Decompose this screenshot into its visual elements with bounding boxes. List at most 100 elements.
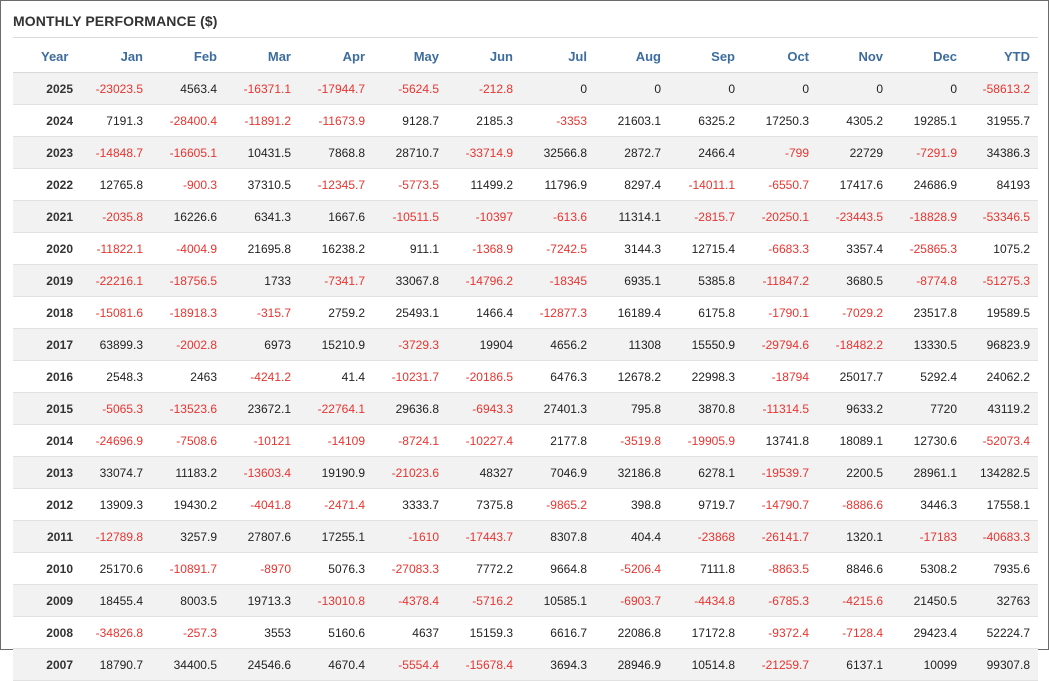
value-cell-jul: -9865.2 xyxy=(521,488,595,521)
value-cell-sep: 12715.4 xyxy=(669,232,743,265)
value-cell-oct: -26141.7 xyxy=(743,520,817,553)
table-row: 2009 18455.4 8003.5 19713.3 -13010.8 -4378.4-… xyxy=(13,584,1038,617)
column-header-mar: Mar xyxy=(225,41,299,73)
year-cell: 2017 xyxy=(13,328,77,361)
value-cell-jul: 6616.7 xyxy=(521,616,595,649)
value-cell-jul: 6476.3 xyxy=(521,360,595,393)
value-cell-ytd: -53346.5 xyxy=(965,200,1038,233)
value-cell-aug: -5206.4 xyxy=(595,552,669,585)
table-row: 2016 2548.3 2463 -4241.2 41.4 -10231.7 -20186.… xyxy=(13,360,1038,393)
value-cell-mar: -11891.2 xyxy=(225,104,299,137)
value-cell-dec: 0 xyxy=(891,72,965,105)
value-cell-may: -21023.6 xyxy=(373,456,447,489)
value-cell-may: 33067.8 xyxy=(373,264,447,297)
value-cell-ytd: -52073.4 xyxy=(965,424,1038,457)
value-cell-apr: -22764.1 xyxy=(299,392,373,425)
value-cell-oct: -1790.1 xyxy=(743,296,817,329)
value-cell-jun: -15678.4 xyxy=(447,648,521,681)
value-cell-ytd: -40683.3 xyxy=(965,520,1038,553)
value-cell-jul: -18345 xyxy=(521,264,595,297)
value-cell-feb: -10891.7 xyxy=(151,552,225,585)
value-cell-may: 29636.8 xyxy=(373,392,447,425)
value-cell-jan: -15081.6 xyxy=(77,296,151,329)
value-cell-feb: 19430.2 xyxy=(151,488,225,521)
value-cell-jan: 13909.3 xyxy=(77,488,151,521)
year-cell: 2019 xyxy=(13,264,77,297)
value-cell-ytd: 32763 xyxy=(965,584,1038,617)
year-cell: 2020 xyxy=(13,232,77,265)
value-cell-jun: 7375.8 xyxy=(447,488,521,521)
column-header-ytd: YTD xyxy=(965,41,1038,73)
value-cell-jun: 2185.3 xyxy=(447,104,521,137)
value-cell-oct: -19539.7 xyxy=(743,456,817,489)
value-cell-jun: -10397 xyxy=(447,200,521,233)
value-cell-dec: 3446.3 xyxy=(891,488,965,521)
table-row: 2013 33074.7 11183.2 -13603.4 19190.9 -21023.… xyxy=(13,456,1038,489)
value-cell-jan: 33074.7 xyxy=(77,456,151,489)
value-cell-oct: -21259.7 xyxy=(743,648,817,681)
value-cell-mar: -10121 xyxy=(225,424,299,457)
value-cell-may: -8724.1 xyxy=(373,424,447,457)
value-cell-jan: -34826.8 xyxy=(77,616,151,649)
value-cell-nov: 6137.1 xyxy=(817,648,891,681)
value-cell-jan: 18455.4 xyxy=(77,584,151,617)
value-cell-ytd: 99307.8 xyxy=(965,648,1038,681)
value-cell-oct: 0 xyxy=(743,72,817,105)
value-cell-may: -5773.5 xyxy=(373,168,447,201)
table-row: 2025 -23023.5 4563.4 -16371.1 -17944.7 -5624.… xyxy=(13,72,1038,105)
value-cell-jan: -22216.1 xyxy=(77,264,151,297)
value-cell-sep: 17172.8 xyxy=(669,616,743,649)
table-row: 2019 -22216.1 -18756.5 1733 -7341.7 33067.8 -1… xyxy=(13,264,1038,297)
value-cell-nov: 0 xyxy=(817,72,891,105)
value-cell-apr: 1667.6 xyxy=(299,200,373,233)
year-cell: 2009 xyxy=(13,584,77,617)
value-cell-dec: -25865.3 xyxy=(891,232,965,265)
value-cell-jul: 3694.3 xyxy=(521,648,595,681)
value-cell-dec: 24686.9 xyxy=(891,168,965,201)
column-header-sep: Sep xyxy=(669,41,743,73)
value-cell-mar: 19713.3 xyxy=(225,584,299,617)
value-cell-sep: 9719.7 xyxy=(669,488,743,521)
value-cell-jul: -3353 xyxy=(521,104,595,137)
value-cell-oct: 17250.3 xyxy=(743,104,817,137)
value-cell-dec: 28961.1 xyxy=(891,456,965,489)
value-cell-nov: -7128.4 xyxy=(817,616,891,649)
value-cell-sep: 7111.8 xyxy=(669,552,743,585)
value-cell-ytd: 52224.7 xyxy=(965,616,1038,649)
value-cell-sep: 3870.8 xyxy=(669,392,743,425)
column-header-jul: Jul xyxy=(521,41,595,73)
value-cell-jun: 48327 xyxy=(447,456,521,489)
table-row: 2007 18790.7 34400.5 24546.6 4670.4 -5554.4 -1… xyxy=(13,648,1038,681)
value-cell-ytd: 96823.9 xyxy=(965,328,1038,361)
value-cell-sep: 10514.8 xyxy=(669,648,743,681)
table-row: 2014 -24696.9 -7508.6 -10121 -14109 -8724.1 -1… xyxy=(13,424,1038,457)
value-cell-nov: 2200.5 xyxy=(817,456,891,489)
value-cell-oct: -6550.7 xyxy=(743,168,817,201)
value-cell-mar: -4041.8 xyxy=(225,488,299,521)
value-cell-oct: -14790.7 xyxy=(743,488,817,521)
value-cell-apr: -14109 xyxy=(299,424,373,457)
value-cell-aug: 398.8 xyxy=(595,488,669,521)
value-cell-ytd: 1075.2 xyxy=(965,232,1038,265)
column-header-oct: Oct xyxy=(743,41,817,73)
column-header-feb: Feb xyxy=(151,41,225,73)
value-cell-oct: -11314.5 xyxy=(743,392,817,425)
value-cell-may: 4637 xyxy=(373,616,447,649)
value-cell-apr: 5076.3 xyxy=(299,552,373,585)
value-cell-jun: -5716.2 xyxy=(447,584,521,617)
value-cell-ytd: 17558.1 xyxy=(965,488,1038,521)
value-cell-oct: -18794 xyxy=(743,360,817,393)
year-cell: 2016 xyxy=(13,360,77,393)
value-cell-aug: 28946.9 xyxy=(595,648,669,681)
value-cell-jun: 1466.4 xyxy=(447,296,521,329)
value-cell-mar: 21695.8 xyxy=(225,232,299,265)
value-cell-aug: 404.4 xyxy=(595,520,669,553)
value-cell-jan: -2035.8 xyxy=(77,200,151,233)
value-cell-mar: -8970 xyxy=(225,552,299,585)
value-cell-mar: 3553 xyxy=(225,616,299,649)
table-row: 2018 -15081.6 -18918.3 -315.7 2759.2 25493.1 1… xyxy=(13,296,1038,329)
value-cell-aug: 22086.8 xyxy=(595,616,669,649)
value-cell-aug: 3144.3 xyxy=(595,232,669,265)
value-cell-jul: -7242.5 xyxy=(521,232,595,265)
value-cell-aug: 16189.4 xyxy=(595,296,669,329)
